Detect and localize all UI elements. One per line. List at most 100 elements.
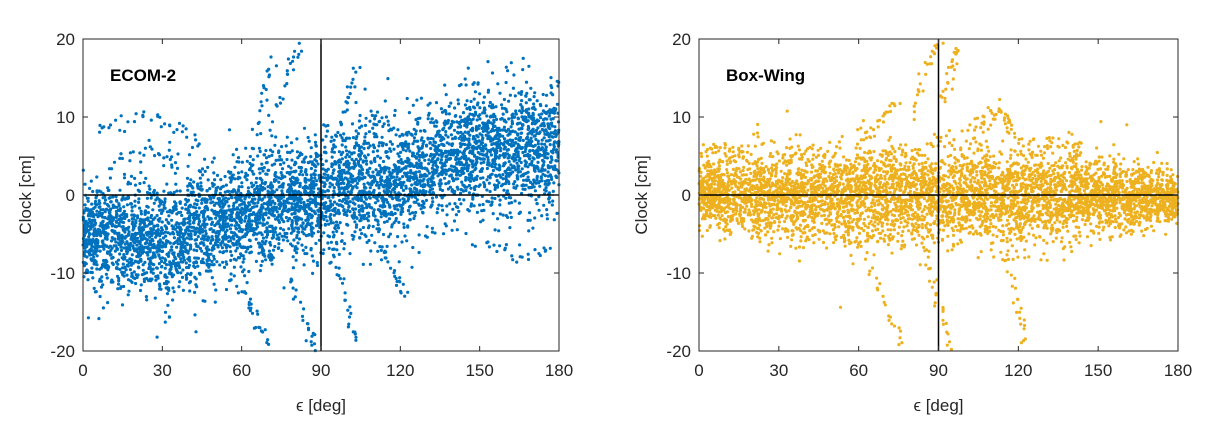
data-point: [412, 136, 416, 140]
data-point: [505, 191, 509, 195]
data-point: [206, 165, 210, 169]
data-point: [439, 107, 443, 111]
data-point: [469, 121, 473, 126]
data-point: [521, 123, 525, 127]
data-point: [478, 106, 482, 110]
data-point: [347, 180, 351, 184]
data-point: [288, 190, 292, 194]
data-point: [180, 206, 184, 210]
data-point: [456, 125, 460, 129]
data-point: [158, 284, 162, 288]
data-point: [280, 189, 284, 193]
data-point: [216, 245, 220, 249]
data-point: [461, 189, 465, 193]
data-point: [378, 156, 383, 160]
data-point: [552, 131, 556, 135]
data-point: [419, 96, 423, 100]
data-point: [392, 175, 396, 179]
data-point: [132, 270, 136, 274]
data-point: [108, 219, 112, 223]
data-point: [372, 208, 376, 212]
data-point: [406, 160, 410, 164]
data-point: [200, 201, 204, 205]
data-point: [439, 138, 444, 142]
data-point: [475, 118, 479, 122]
data-point: [325, 129, 329, 133]
data-point: [177, 238, 181, 242]
data-point: [120, 266, 125, 270]
data-point: [159, 211, 164, 215]
data-point: [393, 207, 397, 211]
data-point: [501, 177, 505, 181]
data-point: [515, 184, 519, 188]
data-point: [117, 282, 121, 286]
data-point: [494, 151, 498, 155]
data-point: [370, 174, 374, 178]
data-point: [235, 246, 239, 250]
data-point: [121, 240, 125, 244]
data-point: [249, 226, 253, 230]
data-point: [100, 211, 104, 215]
data-point: [411, 103, 415, 107]
data-point: [119, 248, 124, 252]
data-point: [341, 197, 346, 202]
data-point: [527, 98, 531, 102]
data-point: [162, 203, 166, 207]
data-point: [502, 97, 506, 102]
data-point: [192, 261, 196, 265]
data-point: [296, 230, 300, 234]
data-point: [290, 212, 294, 216]
data-point: [513, 180, 517, 184]
data-point: [547, 200, 552, 204]
data-point: [86, 224, 90, 228]
data-point: [521, 56, 525, 61]
data-point: [358, 169, 362, 173]
data-point: [240, 185, 244, 189]
data-point: [89, 240, 93, 244]
data-point: [428, 141, 432, 145]
data-point: [507, 160, 511, 164]
data-point: [547, 191, 552, 195]
data-point: [231, 234, 235, 238]
data-point: [285, 157, 289, 162]
data-point: [479, 168, 483, 172]
data-point: [101, 306, 105, 310]
data-point: [270, 153, 274, 157]
data-point: [423, 154, 427, 158]
data-point: [104, 236, 108, 240]
data-point: [520, 106, 524, 110]
data-point: [218, 204, 222, 208]
data-point: [369, 109, 373, 113]
data-point: [107, 196, 111, 200]
data-point: [113, 224, 117, 228]
data-point: [108, 210, 112, 214]
data-point: [383, 204, 387, 208]
data-point: [268, 240, 272, 245]
data-point: [172, 225, 176, 229]
data-point: [331, 171, 335, 175]
data-point: [98, 228, 102, 232]
data-point: [554, 159, 558, 163]
data-point: [435, 158, 440, 162]
data-point: [357, 153, 361, 157]
data-point: [492, 118, 496, 122]
data-point: [377, 227, 382, 232]
data-point: [278, 162, 283, 167]
data-point: [443, 151, 447, 155]
data-point: [206, 235, 210, 239]
data-point: [277, 246, 281, 250]
data-point: [139, 209, 143, 213]
data-point: [187, 204, 191, 208]
data-point: [396, 235, 400, 239]
data-point: [467, 137, 471, 141]
data-point: [292, 238, 296, 242]
data-point: [496, 137, 500, 141]
data-point: [500, 106, 504, 110]
data-point: [229, 170, 233, 174]
data-point: [501, 213, 505, 217]
data-point: [310, 201, 314, 205]
data-point: [116, 208, 120, 212]
data-point: [481, 202, 485, 207]
data-point: [178, 280, 182, 284]
data-point: [149, 220, 154, 224]
